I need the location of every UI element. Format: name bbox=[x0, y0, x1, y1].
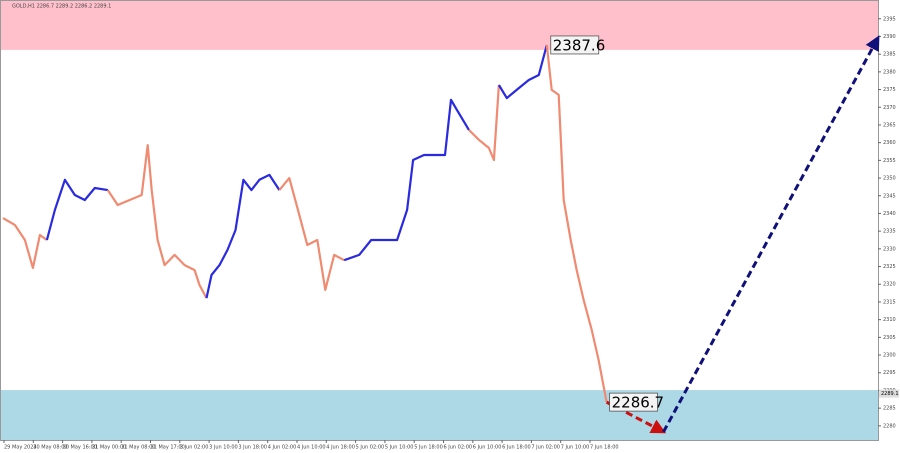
last-price-label: 2289.1 bbox=[881, 391, 899, 397]
y-tick-label: 2365 bbox=[883, 122, 896, 128]
y-tick-label: 2340 bbox=[883, 211, 896, 217]
price-segment bbox=[545, 44, 608, 403]
last-price-box bbox=[879, 389, 899, 398]
y-tick-label: 2375 bbox=[883, 87, 896, 93]
y-tick-label: 2370 bbox=[883, 105, 896, 111]
chart-title: GOLD,H1 2286.7 2289.2 2286.2 2289.1 bbox=[12, 4, 111, 10]
x-tick-label: 5 Jun 02:00 bbox=[356, 445, 385, 451]
x-tick-label: 29 May 2024 bbox=[4, 445, 37, 451]
x-tick-label: 30 May 08:00 bbox=[33, 445, 67, 451]
y-tick-label: 2285 bbox=[883, 406, 896, 412]
x-tick-label: 5 Jun 10:00 bbox=[385, 445, 414, 451]
x-tick-label: 6 Jun 02:00 bbox=[444, 445, 473, 451]
zone bbox=[0, 390, 878, 440]
price-segment bbox=[205, 173, 281, 299]
x-tick-label: 7 Jun 18:00 bbox=[590, 445, 619, 451]
x-tick-label: 31 May 08:00 bbox=[121, 445, 155, 451]
y-tick-label: 2355 bbox=[883, 158, 896, 164]
x-tick-label: 7 Jun 10:00 bbox=[561, 445, 590, 451]
x-tick-label: 4 Jun 10:00 bbox=[297, 445, 326, 451]
y-tick-label: 2315 bbox=[883, 299, 896, 305]
x-tick-label: 3 Jun 18:00 bbox=[238, 445, 267, 451]
price-segment bbox=[45, 178, 108, 241]
y-tick-label: 2330 bbox=[883, 246, 896, 252]
y-tick-label: 2280 bbox=[883, 423, 896, 429]
price-segment bbox=[497, 44, 548, 100]
x-tick-label: 4 Jun 02:00 bbox=[268, 445, 297, 451]
y-tick-label: 2300 bbox=[883, 353, 896, 359]
price-label: 2387.6 bbox=[553, 36, 606, 54]
x-tick-label: 7 Jun 02:00 bbox=[531, 445, 560, 451]
y-tick-label: 2385 bbox=[883, 52, 896, 58]
y-tick-label: 2310 bbox=[883, 317, 896, 323]
price-segment bbox=[2, 217, 48, 270]
y-tick-label: 2345 bbox=[883, 193, 896, 199]
price-label: 2286.7 bbox=[612, 394, 665, 412]
price-segment bbox=[278, 177, 345, 291]
price-segment bbox=[106, 144, 208, 299]
x-tick-label: 31 May 17:00 bbox=[151, 445, 185, 451]
y-tick-label: 2305 bbox=[883, 335, 896, 341]
price-label-box bbox=[550, 35, 600, 55]
y-tick-label: 2320 bbox=[883, 282, 896, 288]
x-tick-label: 4 Jun 18:00 bbox=[326, 445, 355, 451]
x-tick-label: 3 Jun 10:00 bbox=[209, 445, 238, 451]
y-tick-label: 2295 bbox=[883, 370, 896, 376]
plot-frame bbox=[0, 0, 879, 441]
price-segment bbox=[343, 98, 470, 262]
y-tick-label: 2350 bbox=[883, 176, 896, 182]
y-tick-label: 2360 bbox=[883, 140, 896, 146]
y-tick-label: 2380 bbox=[883, 69, 896, 75]
price-label-box bbox=[609, 392, 659, 412]
x-tick-label: 31 May 00:00 bbox=[92, 445, 126, 451]
forecast-arrow bbox=[662, 35, 880, 433]
x-tick-label: 6 Jun 10:00 bbox=[473, 445, 502, 451]
x-tick-label: 30 May 16:00 bbox=[63, 445, 97, 451]
y-tick-label: 2390 bbox=[883, 34, 896, 40]
y-tick-label: 2325 bbox=[883, 264, 896, 270]
y-tick-label: 2335 bbox=[883, 229, 896, 235]
zone bbox=[0, 0, 878, 50]
x-tick-label: 6 Jun 18:00 bbox=[502, 445, 531, 451]
x-tick-label: 3 Jun 02:00 bbox=[180, 445, 209, 451]
price-segment bbox=[468, 84, 500, 162]
y-tick-label: 2395 bbox=[883, 16, 896, 22]
x-tick-label: 5 Jun 18:00 bbox=[414, 445, 443, 451]
